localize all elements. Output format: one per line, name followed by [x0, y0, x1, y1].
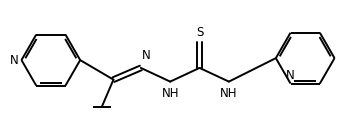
Text: N: N	[10, 54, 19, 67]
Text: N: N	[286, 69, 295, 82]
Text: S: S	[196, 26, 203, 39]
Text: NH: NH	[220, 87, 238, 100]
Text: N: N	[142, 49, 151, 62]
Text: NH: NH	[161, 87, 179, 100]
